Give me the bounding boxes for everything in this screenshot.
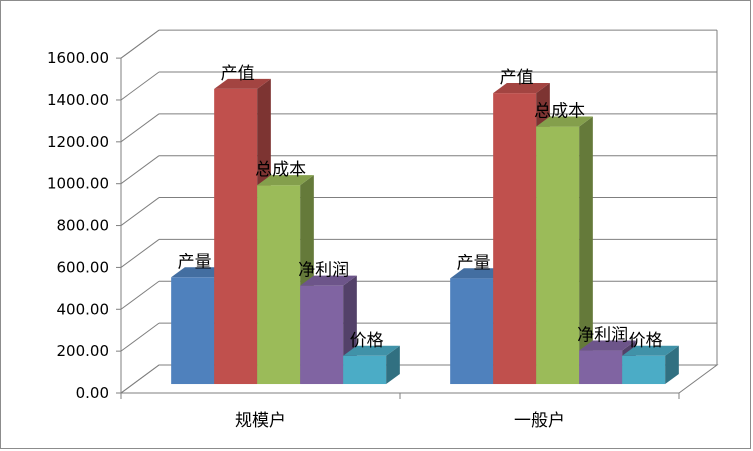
bar-top [343, 345, 400, 356]
data-label: 产值 [500, 68, 534, 88]
y-tick-label: 600.00 [57, 258, 110, 276]
y-tick-label: 1600.00 [47, 49, 109, 67]
bar-front [536, 126, 580, 385]
bar-side [386, 345, 400, 385]
y-tick-label: 1400.00 [47, 91, 109, 109]
bar-top [214, 78, 271, 89]
y-tick-label: 200.00 [57, 342, 110, 360]
gridline-side [120, 71, 160, 101]
gridline-side [120, 239, 160, 268]
bar-front [579, 350, 623, 385]
bar-净利润-一般户 [579, 340, 636, 385]
data-label: 价格 [350, 331, 384, 351]
gridline-side [120, 280, 160, 310]
data-label: 价格 [629, 331, 663, 351]
bar-top [450, 268, 507, 279]
bar-总成本-一般户 [536, 116, 593, 385]
gridline-side [120, 29, 160, 59]
bar-top [257, 175, 314, 186]
bar-top [622, 345, 679, 356]
x-category-label: 一般户 [514, 411, 565, 431]
data-label: 总成本 [255, 160, 306, 180]
data-label: 净利润 [298, 261, 349, 281]
data-label: 产量 [178, 252, 212, 272]
bar-top [579, 340, 636, 351]
y-tick-label: 1000.00 [47, 175, 109, 193]
bar-价格-规模户 [343, 345, 400, 385]
gridline-side [120, 113, 160, 143]
gridline-side [120, 155, 160, 185]
bar-front [493, 93, 537, 385]
data-label: 产量 [457, 253, 491, 273]
y-tick-label: 1200.00 [47, 133, 109, 151]
bar-top [536, 116, 593, 127]
bar-top [493, 83, 550, 94]
gridline-side [120, 322, 160, 352]
bar-top [300, 275, 357, 286]
bar-front [257, 185, 301, 385]
data-label: 总成本 [534, 102, 585, 122]
y-tick-label: 0.00 [76, 384, 109, 402]
bar-价格-一般户 [622, 345, 679, 385]
data-label: 产值 [221, 64, 255, 84]
bar-front [450, 278, 494, 385]
bar-front [343, 355, 387, 385]
bar-side [665, 345, 679, 385]
x-category-label: 规模户 [235, 411, 286, 431]
bar-side [579, 116, 593, 385]
y-tick-label: 400.00 [57, 300, 110, 318]
bar-front [300, 285, 344, 385]
bar-front [622, 355, 666, 385]
bar-top [171, 267, 228, 278]
bar-front [214, 88, 258, 385]
y-tick-label: 800.00 [57, 217, 110, 235]
gridline-side [120, 197, 160, 226]
bar-front [171, 277, 215, 385]
data-label: 净利润 [577, 326, 628, 346]
